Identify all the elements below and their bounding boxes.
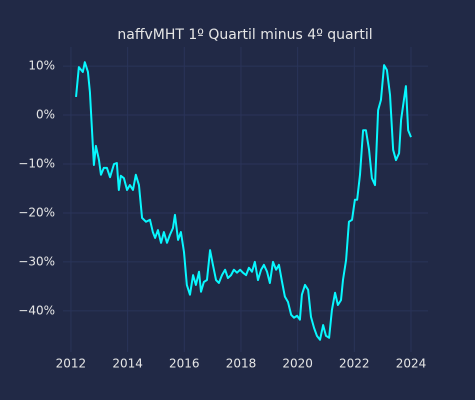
y-tick-label: 0% [36,108,55,122]
data-line [75,61,412,341]
x-tick-label: 2018 [226,357,257,371]
x-tick-label: 2016 [169,357,200,371]
x-tick-label: 2024 [396,357,427,371]
y-tick-label: 10% [28,59,55,73]
x-tick-label: 2022 [339,357,370,371]
x-tick-label: 2012 [56,357,87,371]
y-tick-label: −10% [18,157,55,171]
x-tick-label: 2020 [282,357,313,371]
x-tick-label: 2014 [112,357,143,371]
y-tick-label: −20% [18,205,55,219]
chart-title: naffvMHT 1º Quartil minus 4º quartil [117,27,372,43]
y-tick-label: −40% [18,303,55,317]
y-tick-label: −30% [18,254,55,268]
